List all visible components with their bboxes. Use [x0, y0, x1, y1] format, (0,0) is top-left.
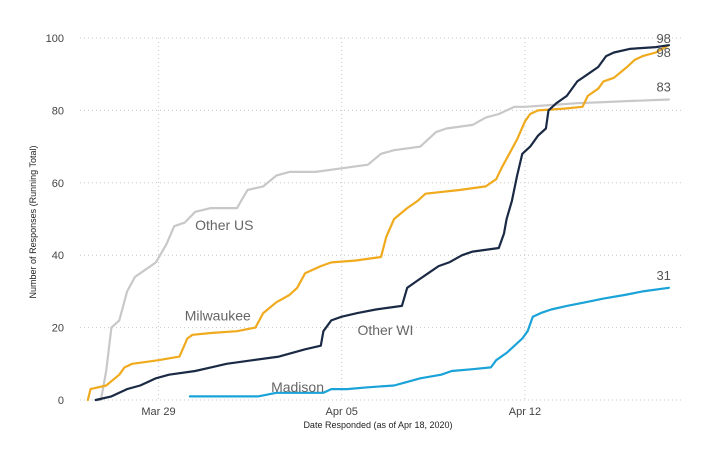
y-tick-label: 100	[46, 33, 64, 45]
grid-layer	[80, 37, 682, 401]
series-line-milwaukee	[86, 44, 670, 402]
end-value-label-other-us: 83	[656, 80, 670, 95]
end-value-label-madison: 31	[656, 268, 670, 283]
x-axis-title: Date Responded (as of Apr 18, 2020)	[303, 420, 452, 430]
x-tick-label: Mar 29	[141, 406, 175, 418]
y-axis-title: Number of Responses (Running Total)	[28, 146, 38, 299]
end-value-label-milwaukee: 98	[656, 45, 670, 60]
series-line-other-wi	[94, 44, 670, 402]
series-label-other-us: Other US	[195, 217, 253, 233]
series-labels: Other US 83 Milwaukee 98 Other WI 98 Madison 31	[185, 31, 671, 395]
y-tick-label: 80	[52, 105, 64, 117]
series-label-madison: Madison	[271, 379, 324, 395]
y-tick-label: 40	[52, 250, 64, 262]
x-tick-label: Apr 12	[509, 406, 541, 418]
series-line-madison	[188, 286, 670, 398]
x-tick-label: Apr 05	[326, 406, 358, 418]
series-layer	[86, 44, 670, 402]
y-tick-label: 0	[58, 395, 64, 407]
series-line-other-us	[94, 98, 670, 402]
series-label-milwaukee: Milwaukee	[185, 307, 251, 323]
end-value-label-other-wi: 98	[656, 31, 670, 46]
x-axis-ticks: Mar 29 Apr 05 Apr 12	[141, 406, 541, 418]
series-label-other-wi: Other WI	[357, 322, 413, 338]
y-tick-label: 20	[52, 323, 64, 335]
y-axis-ticks: 0 20 40 60 80 100	[46, 33, 64, 407]
y-tick-label: 60	[52, 178, 64, 190]
